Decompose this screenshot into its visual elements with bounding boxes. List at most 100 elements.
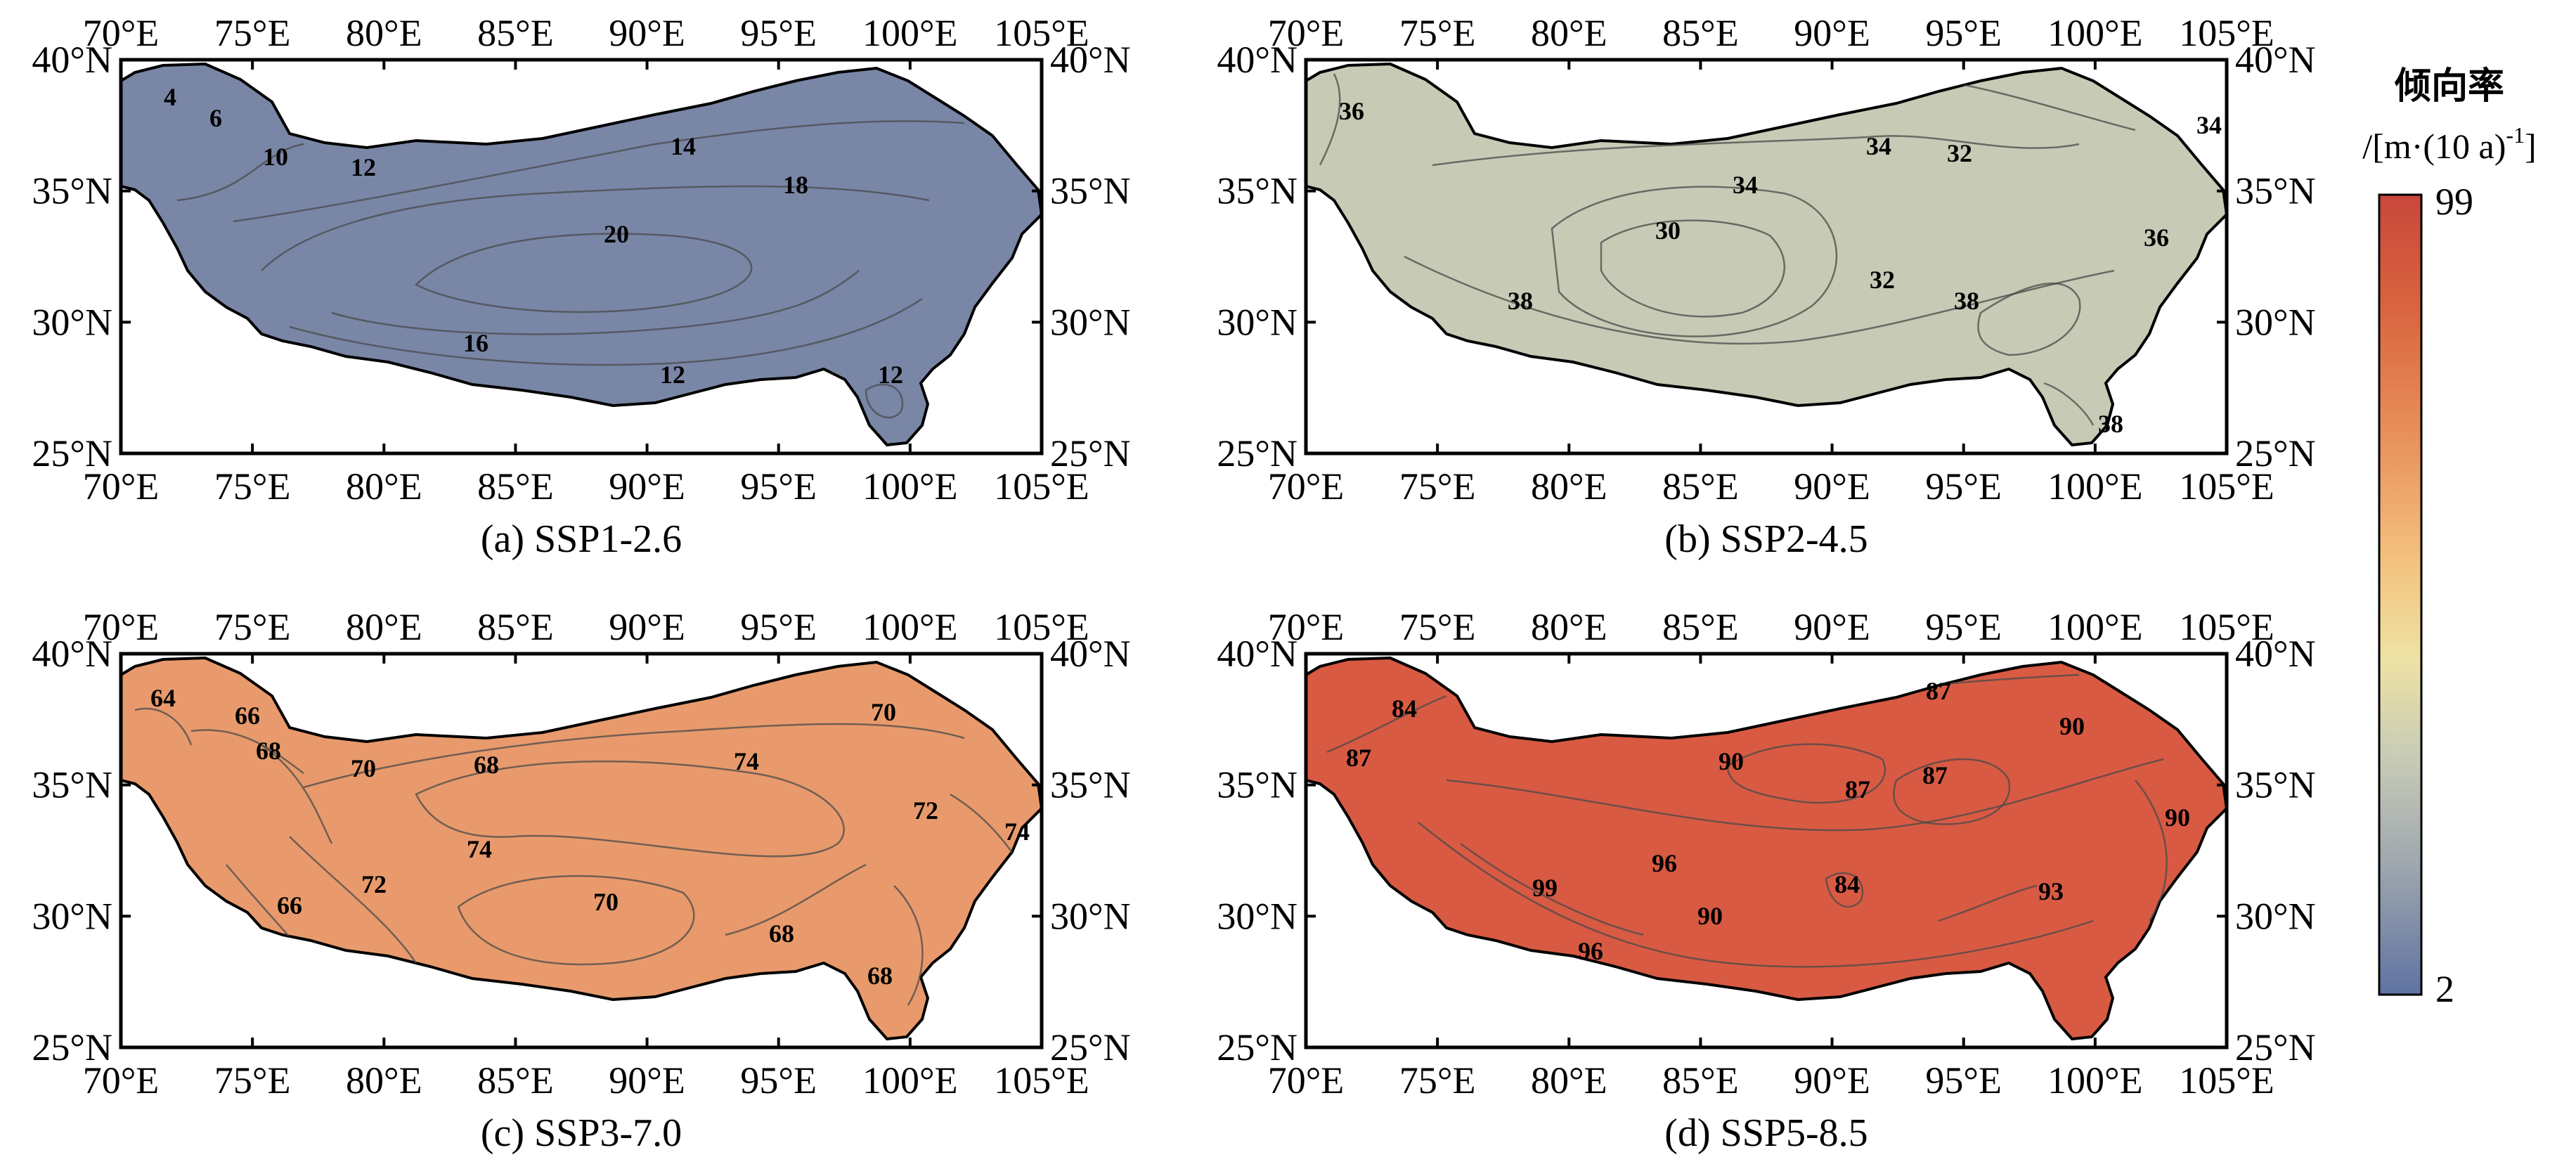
contour-line <box>1404 255 2115 345</box>
map-panel-a: 4 6 10 12 14 18 20 16 12 12 70°E 70°E 75°E 75°E 80°E 80… <box>32 12 1130 561</box>
contour-line <box>2043 382 2095 426</box>
x-tick-label-top: 70°E <box>83 606 160 648</box>
y-tick-label-right: 40°N <box>1050 39 1131 81</box>
x-tick-label-top: 85°E <box>477 12 554 54</box>
map-panel-d: 84 87 87 90 90 87 87 90 96 99 84 90 93 96 70°E 70°E 75°E… <box>1217 606 2315 1155</box>
colorbar-min-label: 2 <box>2435 968 2454 1010</box>
contour-label: 18 <box>783 171 808 199</box>
y-tick-label-left: 40°N <box>32 633 112 675</box>
x-tick-label-top: 105°E <box>2179 12 2274 54</box>
contour-line <box>1319 73 1341 166</box>
y-tick-label-left: 25°N <box>1217 1026 1297 1068</box>
x-tick-label-top: 95°E <box>1925 606 2002 648</box>
y-tick-label-left: 25°N <box>32 432 112 474</box>
x-tick-label-top: 90°E <box>1794 606 1870 648</box>
x-tick-label-bottom: 80°E <box>346 1059 422 1102</box>
contour-line <box>1326 695 1447 754</box>
contour-label: 12 <box>660 361 685 389</box>
contour-label: 90 <box>2059 712 2085 740</box>
contour-label: 34 <box>2196 111 2222 139</box>
y-tick-label-right: 35°N <box>1050 170 1131 212</box>
x-tick-label-top: 85°E <box>477 606 554 648</box>
contour-line <box>1825 872 1864 908</box>
contour-line <box>1600 219 1786 318</box>
y-tick-label-left: 30°N <box>1217 301 1297 343</box>
x-tick-label-bottom: 75°E <box>1399 1059 1476 1102</box>
x-tick-label-top: 85°E <box>1662 606 1739 648</box>
y-tick-label-left: 30°N <box>32 895 112 937</box>
y-tick-label-right: 25°N <box>1050 432 1131 474</box>
contour-label: 66 <box>277 891 302 919</box>
contour-label: 74 <box>734 747 759 775</box>
contour-label: 36 <box>2144 224 2169 252</box>
x-tick-label-top: 75°E <box>1399 606 1476 648</box>
contour-line <box>1460 842 1644 936</box>
contour-label: 99 <box>1532 874 1558 902</box>
contour-label: 4 <box>164 83 176 111</box>
contour-label: 87 <box>1845 775 1870 803</box>
x-tick-label-bottom: 70°E <box>83 1059 160 1102</box>
y-tick-label-right: 25°N <box>1050 1026 1131 1068</box>
contour-label: 70 <box>593 888 619 916</box>
contour-line <box>233 120 965 223</box>
contour-label: 34 <box>1866 132 1891 160</box>
contour-label: 68 <box>769 919 794 948</box>
contour-line <box>1977 283 2081 356</box>
contour-line <box>261 744 333 844</box>
y-tick-label-left: 30°N <box>1217 895 1297 937</box>
panel-caption-b: (b) SSP2-4.5 <box>1664 517 1868 561</box>
x-tick-label-bottom: 80°E <box>1531 1059 1607 1102</box>
x-tick-label-bottom: 105°E <box>2179 1059 2274 1102</box>
colorbar-unit: /[m·(10 a)-1] <box>2362 122 2536 166</box>
x-tick-label-top: 90°E <box>609 606 685 648</box>
x-tick-label-bottom: 70°E <box>83 465 160 508</box>
x-tick-label-bottom: 100°E <box>2047 465 2143 508</box>
contour-label: 84 <box>1834 870 1860 898</box>
x-tick-label-bottom: 90°E <box>1794 1059 1870 1102</box>
contour-label: 68 <box>474 751 499 779</box>
y-tick-label-right: 40°N <box>1050 633 1131 675</box>
x-tick-label-bottom: 105°E <box>994 1059 1089 1102</box>
x-tick-label-bottom: 95°E <box>740 465 817 508</box>
x-tick-label-bottom: 100°E <box>862 465 958 508</box>
x-tick-label-top: 75°E <box>214 606 291 648</box>
y-tick-label-right: 40°N <box>2235 39 2316 81</box>
x-tick-label-bottom: 80°E <box>346 465 422 508</box>
map-panel-c: 64 66 68 70 68 74 70 72 74 68 74 72 66 70 68 70°E 70°E 75… <box>32 606 1130 1155</box>
x-tick-label-top: 105°E <box>994 12 1089 54</box>
x-tick-label-bottom: 75°E <box>1399 465 1476 508</box>
y-tick-label-right: 35°N <box>2235 764 2316 806</box>
contour-label: 66 <box>235 702 260 730</box>
y-tick-label-left: 40°N <box>1217 39 1297 81</box>
contour-lines-b <box>1319 73 2136 426</box>
x-tick-label-bottom: 90°E <box>609 1059 685 1102</box>
x-tick-label-bottom: 80°E <box>1531 465 1607 508</box>
x-tick-label-bottom: 105°E <box>2179 465 2274 508</box>
y-tick-label-right: 25°N <box>2235 1026 2316 1068</box>
contour-lines-d <box>1326 673 2168 968</box>
y-tick-label-right: 30°N <box>2235 895 2316 937</box>
contour-line <box>1893 758 2011 825</box>
x-tick-label-bottom: 105°E <box>994 465 1089 508</box>
contour-line <box>303 723 965 789</box>
y-tick-label-right: 30°N <box>1050 895 1131 937</box>
y-tick-label-right: 40°N <box>2235 633 2316 675</box>
x-tick-label-top: 80°E <box>346 606 422 648</box>
x-tick-label-top: 75°E <box>214 12 291 54</box>
contour-label: 87 <box>1926 677 1951 705</box>
x-tick-label-bottom: 75°E <box>214 465 291 508</box>
panel-caption-d: (d) SSP5-8.5 <box>1664 1111 1868 1155</box>
plateau-region-d <box>1305 657 2228 1040</box>
x-tick-label-top: 80°E <box>346 12 422 54</box>
contour-label: 38 <box>2098 410 2123 438</box>
x-tick-label-bottom: 85°E <box>1662 465 1739 508</box>
contour-label: 90 <box>1697 902 1723 930</box>
contour-line <box>415 760 845 858</box>
contour-label: 70 <box>871 698 896 726</box>
contour-line <box>457 874 695 966</box>
y-tick-label-right: 30°N <box>2235 301 2316 343</box>
x-tick-label-top: 100°E <box>862 12 958 54</box>
contour-label: 74 <box>467 835 492 863</box>
contour-label: 96 <box>1652 849 1677 877</box>
